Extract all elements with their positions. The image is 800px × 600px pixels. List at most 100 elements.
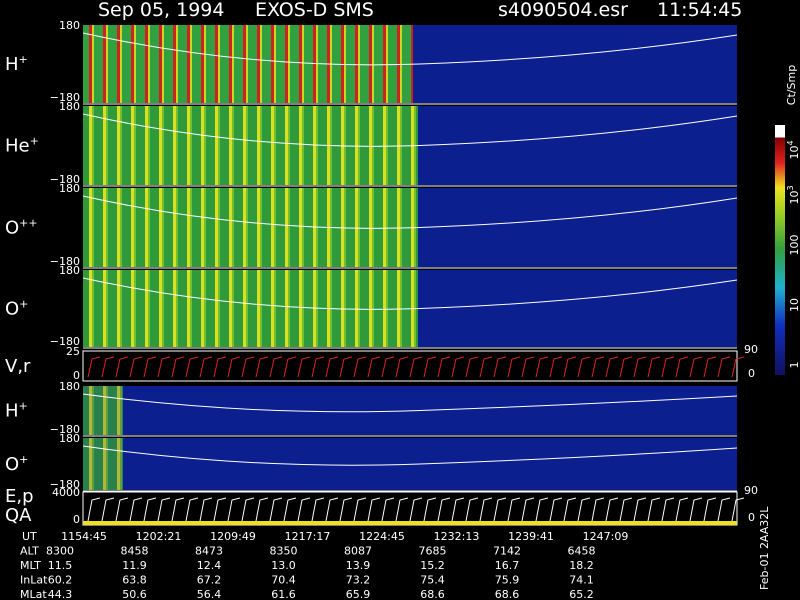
curve — [82, 32, 738, 66]
panels: H+180−180He+180−180O++180−180O+180−180V,… — [5, 19, 758, 526]
cell: 1247:09 — [583, 530, 629, 543]
cell: 8473 — [195, 545, 223, 558]
cell: 1217:17 — [285, 530, 331, 543]
color-bar — [775, 125, 785, 375]
cell: 75.4 — [420, 574, 445, 587]
axis-bottom: −180 — [50, 255, 80, 268]
qa-bar — [83, 521, 737, 525]
cell: 1154:45 — [61, 530, 107, 543]
cell: 75.9 — [495, 574, 520, 587]
color-label-base: 10 — [788, 146, 800, 160]
panel-label-2: QA — [5, 505, 32, 526]
cell: 12.4 — [197, 559, 222, 572]
row-name: MLT — [20, 559, 41, 572]
cell: 11.5 — [48, 559, 73, 572]
color-unit: Ct/Smp — [785, 65, 798, 105]
trace — [87, 497, 745, 522]
label-sup: + — [19, 298, 28, 311]
panel-label: E,p — [5, 486, 34, 507]
axis-right-bottom: 0 — [748, 511, 755, 524]
color-label-exp: 4 — [786, 140, 795, 145]
panel-label: O+ — [5, 298, 28, 320]
cell: 1239:41 — [508, 530, 554, 543]
cell: 68.6 — [495, 588, 520, 600]
axis-bottom: −180 — [50, 423, 80, 436]
curve — [82, 277, 738, 310]
color-label: 1 — [788, 362, 800, 369]
color-label: 100 — [788, 235, 800, 256]
curve — [82, 393, 738, 413]
cell: 16.7 — [495, 559, 520, 572]
color-label-base: 10 — [788, 191, 800, 205]
axis-top: 180 — [59, 380, 80, 393]
color-label: 10 — [788, 298, 800, 312]
trace — [87, 356, 745, 378]
spectrum — [83, 25, 413, 103]
row-name: InLat — [20, 574, 48, 587]
file-name: s4090504.esr — [498, 0, 628, 21]
axis-top: 180 — [59, 432, 80, 445]
axis-top: 25 — [66, 345, 80, 358]
label-sup: ++ — [19, 217, 37, 230]
axis-bottom: 0 — [73, 369, 80, 382]
cell: 13.9 — [346, 559, 371, 572]
cell: 60.2 — [48, 574, 73, 587]
axis-top: 4000 — [52, 486, 80, 499]
label-text: O — [5, 454, 19, 475]
axis-bottom: 0 — [73, 513, 80, 526]
cell: 6458 — [568, 545, 596, 558]
axis-bottom: −180 — [50, 91, 80, 104]
cell: 8350 — [270, 545, 298, 558]
time: 11:54:45 — [657, 0, 742, 21]
instrument: EXOS-D SMS — [255, 0, 374, 21]
cell: 44.3 — [48, 588, 73, 600]
cell: 8300 — [46, 545, 74, 558]
color-label-base: 1 — [788, 362, 800, 369]
cell: 70.4 — [271, 574, 296, 587]
color-label-base: 10 — [788, 298, 800, 312]
cell: 13.0 — [271, 559, 296, 572]
label-text: V,r — [5, 356, 31, 377]
cell: 61.6 — [271, 588, 296, 600]
cell: 67.2 — [197, 574, 222, 587]
label-text: He — [5, 136, 30, 157]
cell: 50.6 — [122, 588, 147, 600]
curve — [82, 445, 738, 466]
panel-label: O+ — [5, 453, 28, 475]
label-sup: + — [19, 453, 28, 466]
panel-label: H+ — [5, 53, 28, 75]
spectrum — [83, 386, 123, 435]
label-text: O — [5, 218, 19, 239]
cell: 68.6 — [420, 588, 445, 600]
row-name: ALT — [20, 545, 39, 558]
panel-label: O++ — [5, 217, 38, 239]
cell: 7685 — [419, 545, 447, 558]
cell: 15.2 — [420, 559, 445, 572]
spectrum — [83, 438, 123, 490]
label-text: H — [5, 54, 19, 75]
spectrum — [83, 270, 418, 347]
color-label: 103 — [786, 185, 800, 204]
cell: 1209:49 — [210, 530, 256, 543]
spectrum — [83, 106, 418, 185]
cell: 8087 — [344, 545, 372, 558]
axis-top: 180 — [59, 100, 80, 113]
label-sup: + — [30, 135, 39, 148]
cell: 1202:21 — [136, 530, 182, 543]
ephemeris-table: UT 1154:45 1202:21 1209:49 1217:17 1224:45 123… — [20, 530, 628, 600]
axis-bottom: −180 — [50, 335, 80, 348]
axis-top: 180 — [59, 19, 80, 32]
axis-bottom: −180 — [50, 478, 80, 491]
cell: 18.2 — [569, 559, 594, 572]
cell: 11.9 — [122, 559, 147, 572]
label-sup: + — [19, 53, 28, 66]
axis-top: 180 — [59, 182, 80, 195]
panel-label: V,r — [5, 356, 31, 377]
spectrum — [83, 188, 418, 267]
cell: 63.8 — [122, 574, 147, 587]
cell: 74.1 — [569, 574, 594, 587]
axis-right-bottom: 0 — [748, 367, 755, 380]
cell: 7142 — [493, 545, 521, 558]
axis-bottom: −180 — [50, 173, 80, 186]
